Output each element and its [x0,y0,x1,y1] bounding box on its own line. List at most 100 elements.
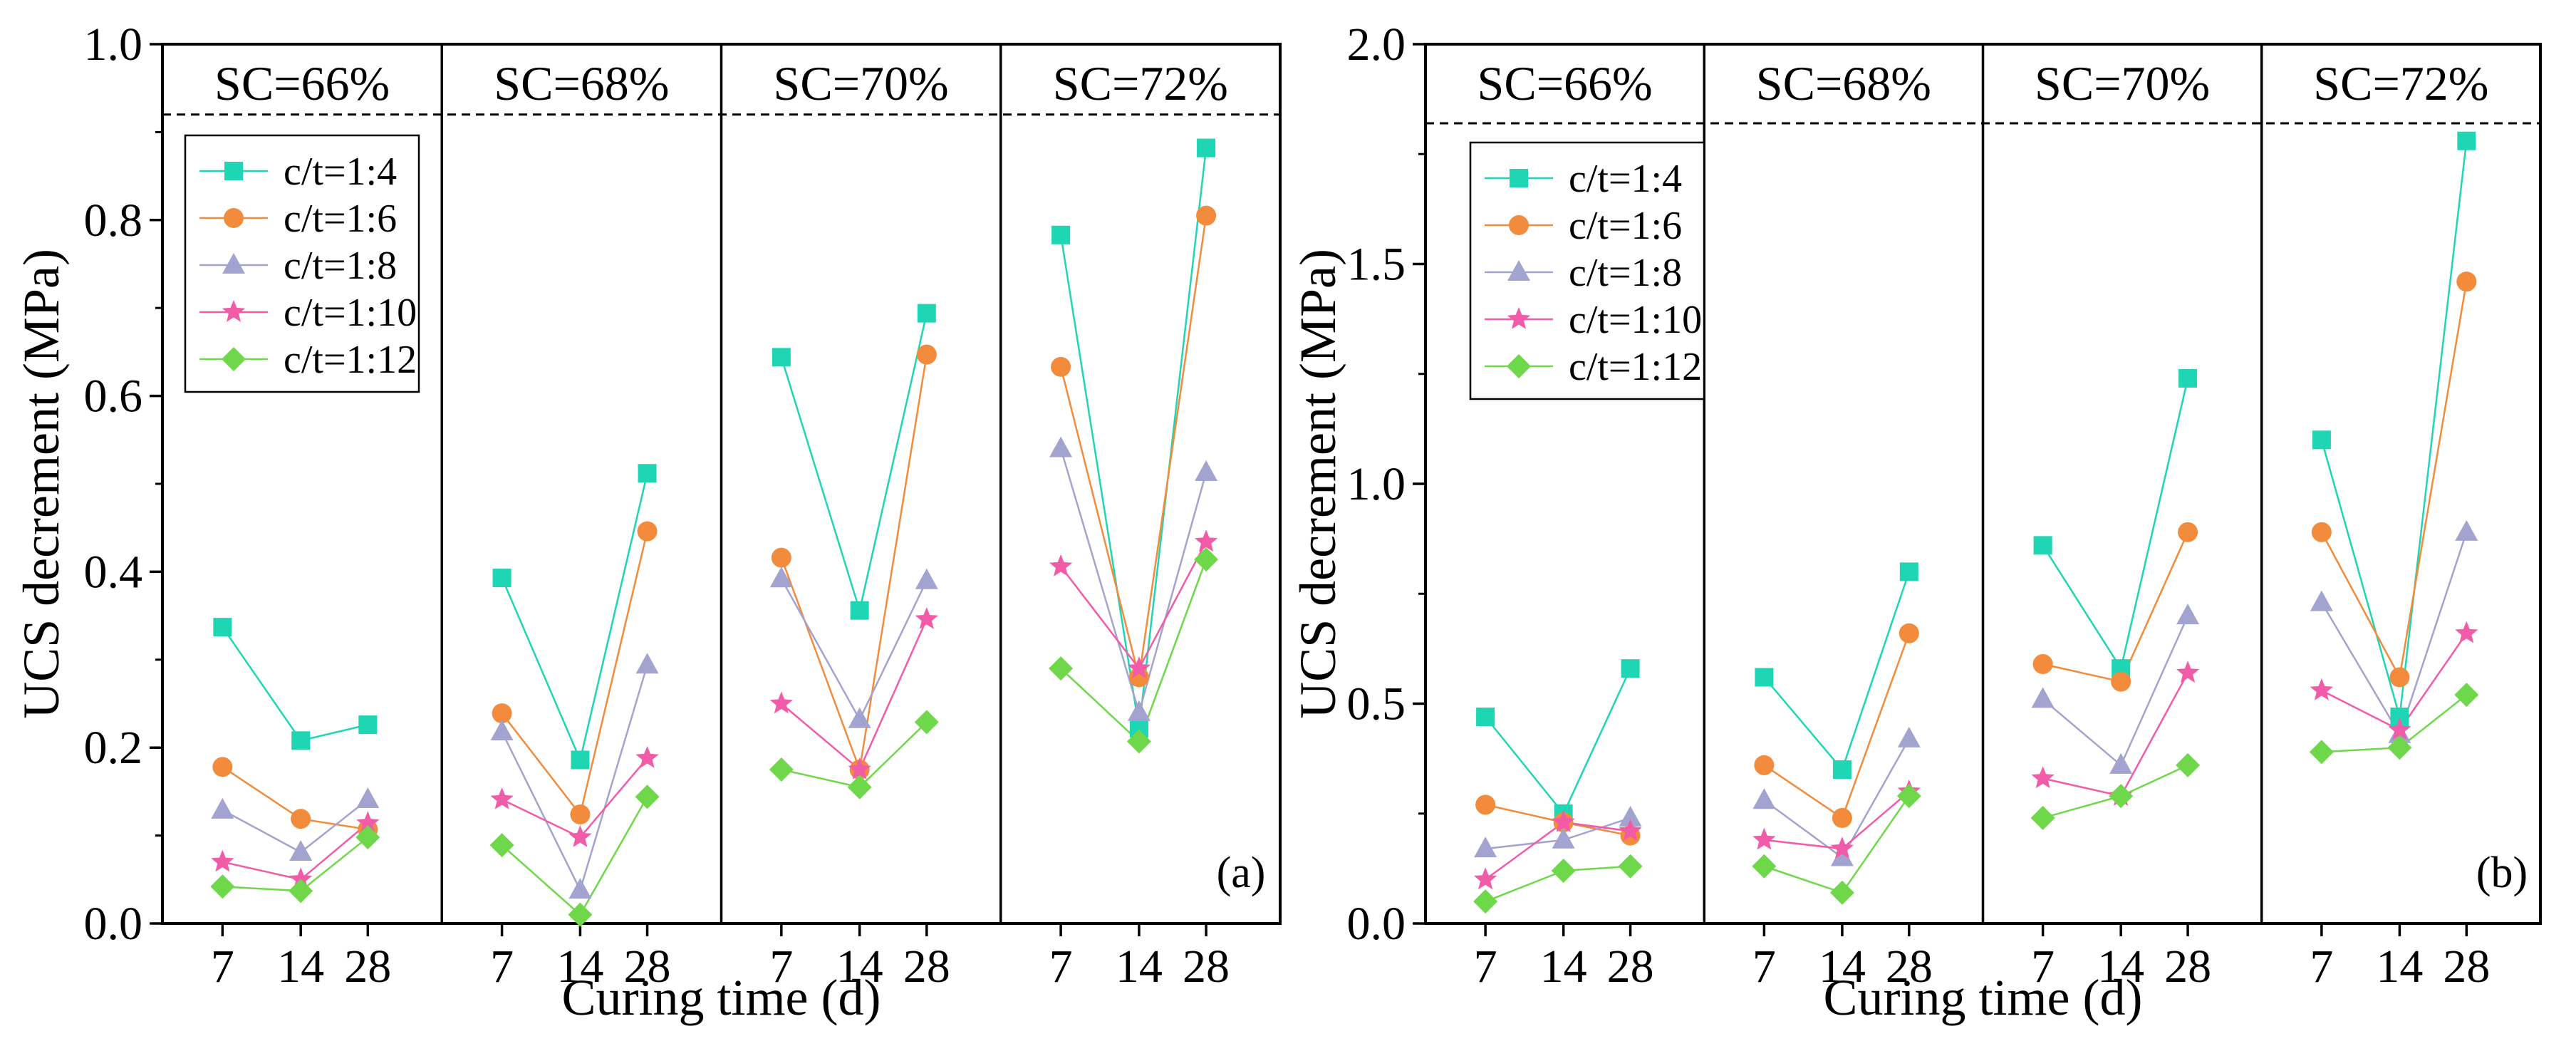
data-point [638,464,657,483]
data-point [1126,729,1151,754]
series-line-1-4 [1485,668,1631,816]
data-point [1896,784,1921,809]
data-point [492,703,512,724]
legend-marker-circle [1509,215,1529,235]
data-point [490,719,514,740]
y-tick-label: 1.0 [84,19,143,71]
data-point [2032,653,2053,674]
data-point [769,691,793,714]
data-point [1552,810,1575,832]
series-line-1-12 [222,837,369,892]
data-point [356,787,380,809]
x-tick-label: 7 [490,941,514,993]
data-point [635,746,659,768]
chart-a: 0.0 0.2 0.4 0.6 0.8 1.0 UCS decrement (MPa) Cur… [13,19,1282,1026]
data-point [211,797,234,819]
x-tick-label: 28 [903,941,950,993]
data-point [1049,436,1073,457]
data-point [1475,795,1496,815]
data-point [2031,687,2055,708]
legend: c/t=1:4c/t=1:6c/t=1:8c/t=1:10c/t=1:12 [184,134,420,393]
x-tick-label: 7 [769,941,793,993]
series-line-1-4 [780,313,928,614]
panel-label: SC=68% [494,56,669,110]
data-point [1830,837,1854,859]
data-point [1195,460,1218,481]
data-point [637,521,658,542]
data-point [571,750,590,770]
data-point [772,348,791,367]
data-point [2388,718,2411,740]
data-point [1618,854,1643,879]
data-point [2310,678,2333,700]
x-tick-label: 14 [277,941,324,993]
legend-label: c/t=1:8 [1569,251,1682,295]
x-tick-label: 7 [211,941,234,993]
legend-label: c/t=1:6 [1569,204,1682,248]
x-tick-label: 14 [2097,941,2144,993]
data-point [1754,755,1775,775]
series-line-1-4 [501,472,648,763]
x-tick-label: 7 [2310,941,2333,993]
series-line-1-6 [2320,281,2468,680]
data-point [2176,752,2201,777]
x-tick-label: 14 [1819,941,1866,993]
y-tick-label: 1.0 [1347,458,1406,510]
data-point [1049,656,1074,681]
x-tick-label: 28 [1183,941,1230,993]
data-point [2310,590,2333,611]
data-point [1051,225,1071,244]
legend-marker-triangle [222,253,245,274]
x-tick-label: 14 [836,941,883,993]
data-point [1552,827,1575,849]
data-point [848,757,871,780]
x-tick-label: 28 [1886,941,1933,993]
data-point [915,607,938,629]
data-point [2387,735,2412,760]
data-point [1049,554,1073,576]
series-line-1-8 [2042,615,2189,767]
data-point [2311,522,2332,542]
data-point [1196,205,1217,226]
data-point [2030,805,2055,830]
y-tick-label: 2.0 [1347,19,1406,71]
legend-label: c/t=1:6 [284,197,397,241]
series-line-1-10 [1060,541,1208,671]
legend-label: c/t=1:12 [1569,345,1702,389]
series-line-1-6 [1059,215,1208,678]
data-point [635,653,659,674]
data-point [2455,519,2478,541]
series-line-1-6 [780,354,928,773]
data-point [1619,805,1642,827]
y-tick-label: 0.0 [1347,898,1406,950]
panel-label: SC=68% [1756,56,1931,110]
data-point [355,825,380,850]
data-point [490,787,514,809]
data-point [210,874,235,899]
legend-marker-circle [224,208,244,228]
series-line-1-6 [1763,633,1910,819]
x-tick-label: 7 [1474,941,1497,993]
data-point [2033,536,2052,555]
data-point [568,902,593,927]
y-tick-label: 1.5 [1347,239,1406,291]
data-point [2309,740,2334,765]
panel-sc-68: SC=68% 7 14 28 [489,56,671,993]
y-tick-label: 0.0 [84,898,143,950]
data-point [771,547,791,568]
data-point [1197,138,1216,157]
data-point [769,757,794,782]
y-tick-label: 0.8 [84,195,143,247]
y-tick-label: 0.4 [84,546,143,598]
legend-marker-star [222,300,246,322]
chart-b: 0.0 0.5 1.0 1.5 2.0 UCS decrement (MPa) Curing… [1289,19,2542,1026]
data-point [848,707,871,728]
series-line-1-8 [2320,532,2468,737]
x-tick-label: 7 [1049,941,1073,993]
chart-tag: (b) [2476,849,2528,897]
data-point [1127,700,1151,721]
data-point [2312,430,2331,450]
series-line-1-4 [222,626,368,742]
x-tick-label: 14 [1540,941,1587,993]
